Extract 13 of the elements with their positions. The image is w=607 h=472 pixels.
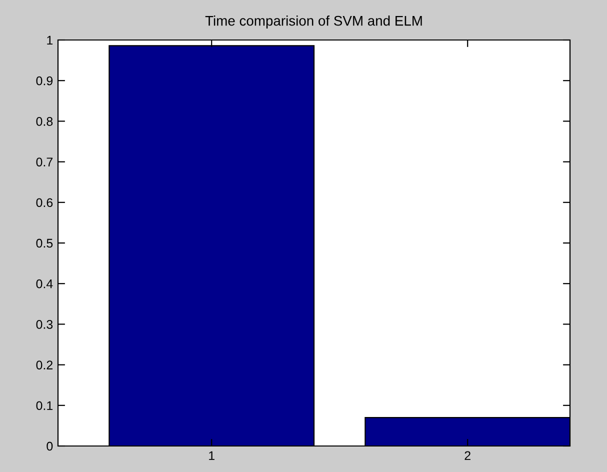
y-tick-label: 0.1 xyxy=(36,401,53,410)
y-tick-label: 0.2 xyxy=(36,360,53,370)
y-tick-label: 0.5 xyxy=(36,238,53,248)
y-tick-label: 0 xyxy=(46,442,53,451)
chart-title: Time comparision of SVM and ELM xyxy=(205,16,422,28)
y-tick-label: 0.9 xyxy=(36,76,53,86)
y-tick-label: 0.7 xyxy=(36,158,53,166)
y-tick-label: 0.8 xyxy=(36,117,53,126)
y-tick-label: 0.3 xyxy=(36,320,53,329)
y-tick-label: 0.6 xyxy=(36,198,53,208)
x-tick-label: 2 xyxy=(464,451,470,460)
y-tick-label: 0.4 xyxy=(36,279,53,288)
y-tick-label: 1 xyxy=(47,36,53,45)
